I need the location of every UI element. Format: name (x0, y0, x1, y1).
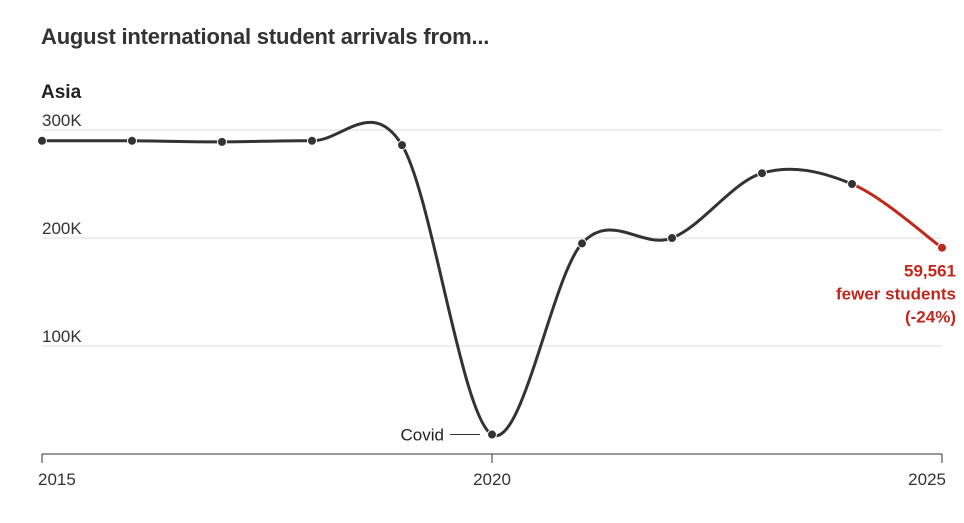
series-lines (40, 120, 944, 437)
data-point (847, 179, 857, 189)
data-point (577, 238, 587, 249)
annotations: Covid 59,561 fewer students (-24%) (401, 262, 956, 445)
chart-title: August international student arrivals fr… (41, 24, 490, 49)
data-point (937, 242, 947, 253)
y-tick-labels: 100K 200K 300K (42, 111, 82, 346)
data-point (217, 136, 227, 147)
y-tick-label: 300K (42, 111, 82, 130)
y-tick-label: 100K (42, 327, 82, 346)
data-point (127, 135, 137, 146)
change-label-line: 59,561 (904, 262, 956, 281)
series-line (40, 120, 854, 437)
y-tick-label: 200K (42, 219, 82, 238)
data-point (37, 135, 47, 146)
series-line-highlight (850, 182, 944, 250)
data-point (757, 168, 767, 179)
x-tick-label: 2025 (908, 470, 946, 489)
x-axis: 2015 2020 2025 (38, 453, 946, 489)
data-point (397, 140, 407, 151)
data-point (667, 233, 677, 243)
gridlines (42, 129, 942, 347)
data-point (307, 135, 317, 146)
chart-subtitle: Asia (41, 82, 82, 103)
change-label-line: fewer students (836, 285, 956, 304)
data-points (37, 135, 947, 440)
covid-label: Covid (401, 426, 444, 445)
x-tick-label: 2015 (38, 470, 76, 489)
change-label-line: (-24%) (905, 308, 956, 327)
data-point (487, 429, 497, 440)
x-tick-label: 2020 (473, 470, 511, 489)
